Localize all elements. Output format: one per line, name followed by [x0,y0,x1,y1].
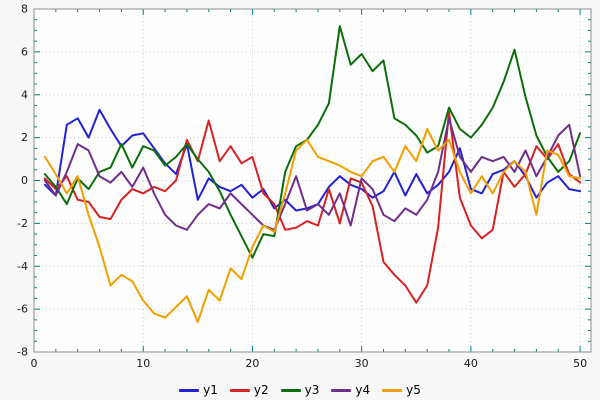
y-tick-label: 0 [21,174,28,187]
y-tick-label: 4 [21,88,28,101]
y-tick-label: 8 [21,3,28,16]
legend-label-y4: y4 [355,383,371,397]
series-y5 [43,128,582,323]
legend-label-y1: y1 [203,383,218,397]
legend-swatch-y1 [179,388,200,392]
y-tick-label: -8 [17,346,28,359]
y-tick-label: -4 [17,260,28,273]
legend-item-y1: y1 [179,384,218,396]
legend-item-y5: y5 [382,384,421,396]
x-tick-label: 10 [136,357,150,370]
legend-swatch-y2 [229,388,250,392]
legend-label-y2: y2 [253,383,269,397]
series-y3 [43,25,582,259]
legend-swatch-y4 [331,388,352,392]
legend-item-y4: y4 [331,384,370,396]
y-tick-label: -6 [17,303,28,316]
x-tick-label: 30 [355,357,369,370]
x-tick-label: 20 [245,357,259,370]
series-y2 [43,110,582,304]
plot-area [34,9,591,352]
x-tick-label: 0 [31,357,38,370]
legend-item-y2: y2 [229,383,269,397]
y-tick-label: -2 [17,217,28,230]
legend-label-y3: y3 [304,383,320,397]
legend: y1 y2 y3 y4 y5 [0,384,600,396]
legend-label-y5: y5 [406,383,421,397]
y-tick-label: 6 [21,45,28,58]
y-tick-label: 2 [21,131,28,144]
plot-border [33,8,592,353]
legend-swatch-y3 [280,388,301,392]
series-y4 [43,117,582,231]
x-tick-label: 40 [464,357,478,370]
legend-item-y3: y3 [280,383,320,397]
x-tick-label: 50 [573,357,587,370]
legend-swatch-y5 [382,388,403,392]
